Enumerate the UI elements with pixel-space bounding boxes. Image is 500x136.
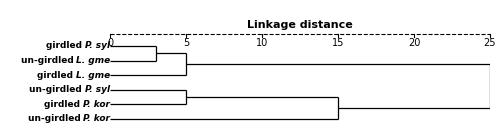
Text: un-girdled: un-girdled [30, 85, 86, 94]
Text: girdled: girdled [44, 100, 84, 109]
Text: P. kor: P. kor [83, 115, 110, 123]
Text: L. gme: L. gme [76, 56, 110, 65]
Text: girdled: girdled [38, 71, 76, 80]
Text: 20: 20 [408, 38, 420, 48]
Text: girdled: girdled [46, 41, 86, 50]
Text: P. kor: P. kor [83, 100, 110, 109]
Text: 10: 10 [256, 38, 268, 48]
Text: P. syl: P. syl [85, 41, 110, 50]
Text: 15: 15 [332, 38, 344, 48]
Text: L. gme: L. gme [76, 71, 110, 80]
Text: P. syl: P. syl [85, 85, 110, 94]
Text: 0: 0 [107, 38, 113, 48]
Text: un-girdled: un-girdled [28, 115, 84, 123]
Text: un-girdled: un-girdled [20, 56, 76, 65]
Text: 5: 5 [183, 38, 189, 48]
Text: 25: 25 [484, 38, 496, 48]
Text: Linkage distance: Linkage distance [247, 20, 353, 30]
